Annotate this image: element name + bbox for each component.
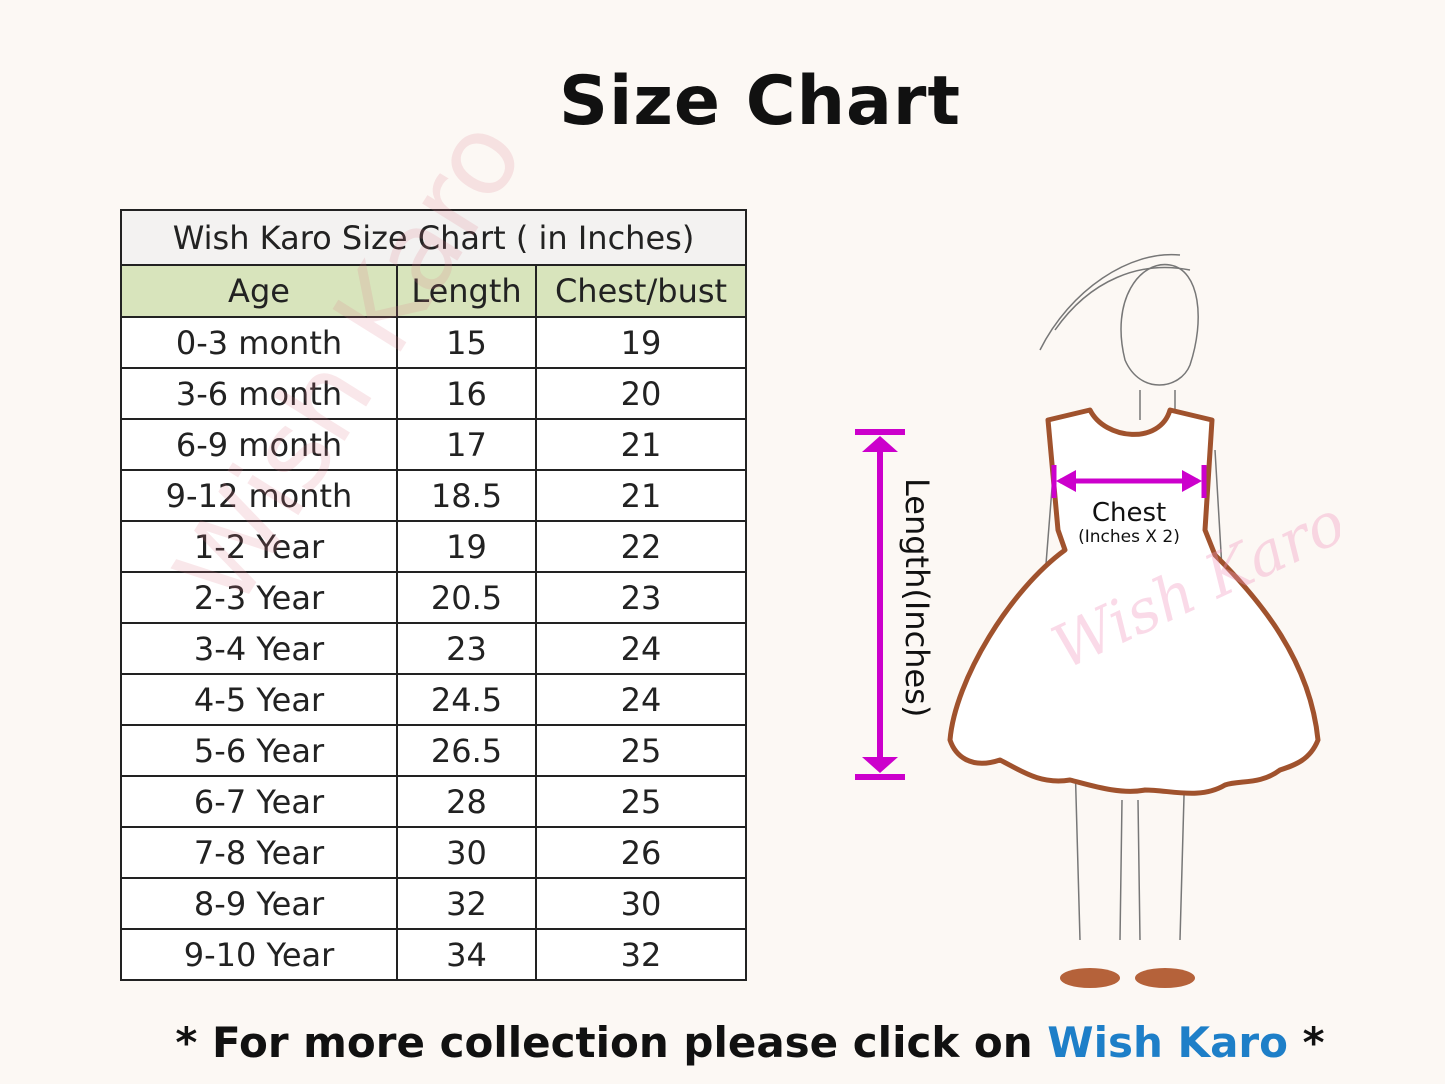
length-cell: 23 xyxy=(396,622,537,675)
length-cell: 28 xyxy=(396,775,537,828)
table-caption: Wish Karo Size Chart ( in Inches) xyxy=(120,209,747,266)
age-cell: 4-5 Year xyxy=(120,673,398,726)
table-row: 3-6 month 16 20 xyxy=(120,367,747,420)
table-row: 1-2 Year 19 22 xyxy=(120,520,747,573)
chest-sublabel: (Inches X 2) xyxy=(1078,527,1180,547)
table-row: 6-9 month 17 21 xyxy=(120,418,747,471)
table-row: 2-3 Year 20.5 23 xyxy=(120,571,747,624)
length-cell: 26.5 xyxy=(396,724,537,777)
chest-cell: 26 xyxy=(535,826,747,879)
size-table: Wish Karo Size Chart ( in Inches) Age Le… xyxy=(120,209,747,981)
length-cell: 18.5 xyxy=(396,469,537,522)
left-shoe xyxy=(1060,968,1120,988)
length-cell: 20.5 xyxy=(396,571,537,624)
table-row: 5-6 Year 26.5 25 xyxy=(120,724,747,777)
footer-note: * For more collection please click on Wi… xyxy=(0,1018,1445,1067)
table-row: 8-9 Year 32 30 xyxy=(120,877,747,930)
chest-cell: 24 xyxy=(535,673,747,726)
page-title: Size Chart xyxy=(559,62,961,141)
chest-cell: 21 xyxy=(535,418,747,471)
chest-cell: 19 xyxy=(535,316,747,369)
chest-cell: 30 xyxy=(535,877,747,930)
age-cell: 9-12 month xyxy=(120,469,398,522)
table-row: 9-10 Year 34 32 xyxy=(120,928,747,981)
table-row: 0-3 month 15 19 xyxy=(120,316,747,369)
chest-cell: 25 xyxy=(535,724,747,777)
length-cell: 24.5 xyxy=(396,673,537,726)
chest-label: Chest xyxy=(1092,498,1166,528)
wish-karo-link[interactable]: Wish Karo xyxy=(1047,1018,1288,1067)
age-cell: 1-2 Year xyxy=(120,520,398,573)
age-cell: 2-3 Year xyxy=(120,571,398,624)
chest-cell: 21 xyxy=(535,469,747,522)
chest-cell: 23 xyxy=(535,571,747,624)
age-cell: 9-10 Year xyxy=(120,928,398,981)
age-cell: 3-6 month xyxy=(120,367,398,420)
length-cell: 32 xyxy=(396,877,537,930)
chest-arrow xyxy=(1051,465,1207,498)
column-header-age: Age xyxy=(120,264,398,318)
right-shoe xyxy=(1135,968,1195,988)
table-row: 3-4 Year 23 24 xyxy=(120,622,747,675)
footer-prefix: * For more collection please click on xyxy=(175,1018,1048,1067)
length-cell: 16 xyxy=(396,367,537,420)
age-cell: 5-6 Year xyxy=(120,724,398,777)
chest-cell: 25 xyxy=(535,775,747,828)
table-row: 4-5 Year 24.5 24 xyxy=(120,673,747,726)
chest-cell: 32 xyxy=(535,928,747,981)
dress-illustration: Length(Inches) Chest (Inches X 2) Wish K… xyxy=(855,253,1340,988)
column-header-chest: Chest/bust xyxy=(535,264,747,318)
age-cell: 7-8 Year xyxy=(120,826,398,879)
column-header-length: Length xyxy=(396,264,537,318)
length-cell: 15 xyxy=(396,316,537,369)
age-cell: 0-3 month xyxy=(120,316,398,369)
chest-cell: 24 xyxy=(535,622,747,675)
length-cell: 19 xyxy=(396,520,537,573)
length-cell: 34 xyxy=(396,928,537,981)
age-cell: 8-9 Year xyxy=(120,877,398,930)
chest-cell: 22 xyxy=(535,520,747,573)
length-cell: 30 xyxy=(396,826,537,879)
length-cell: 17 xyxy=(396,418,537,471)
table-row: 9-12 month 18.5 21 xyxy=(120,469,747,522)
length-arrow xyxy=(855,429,905,780)
length-label: Length(Inches) xyxy=(898,478,936,717)
age-cell: 6-7 Year xyxy=(120,775,398,828)
table-row: 6-7 Year 28 25 xyxy=(120,775,747,828)
dress-outline xyxy=(947,407,1321,796)
footer-suffix: * xyxy=(1288,1018,1325,1067)
age-cell: 6-9 month xyxy=(120,418,398,471)
chest-cell: 20 xyxy=(535,367,747,420)
table-row: 7-8 Year 30 26 xyxy=(120,826,747,879)
age-cell: 3-4 Year xyxy=(120,622,398,675)
